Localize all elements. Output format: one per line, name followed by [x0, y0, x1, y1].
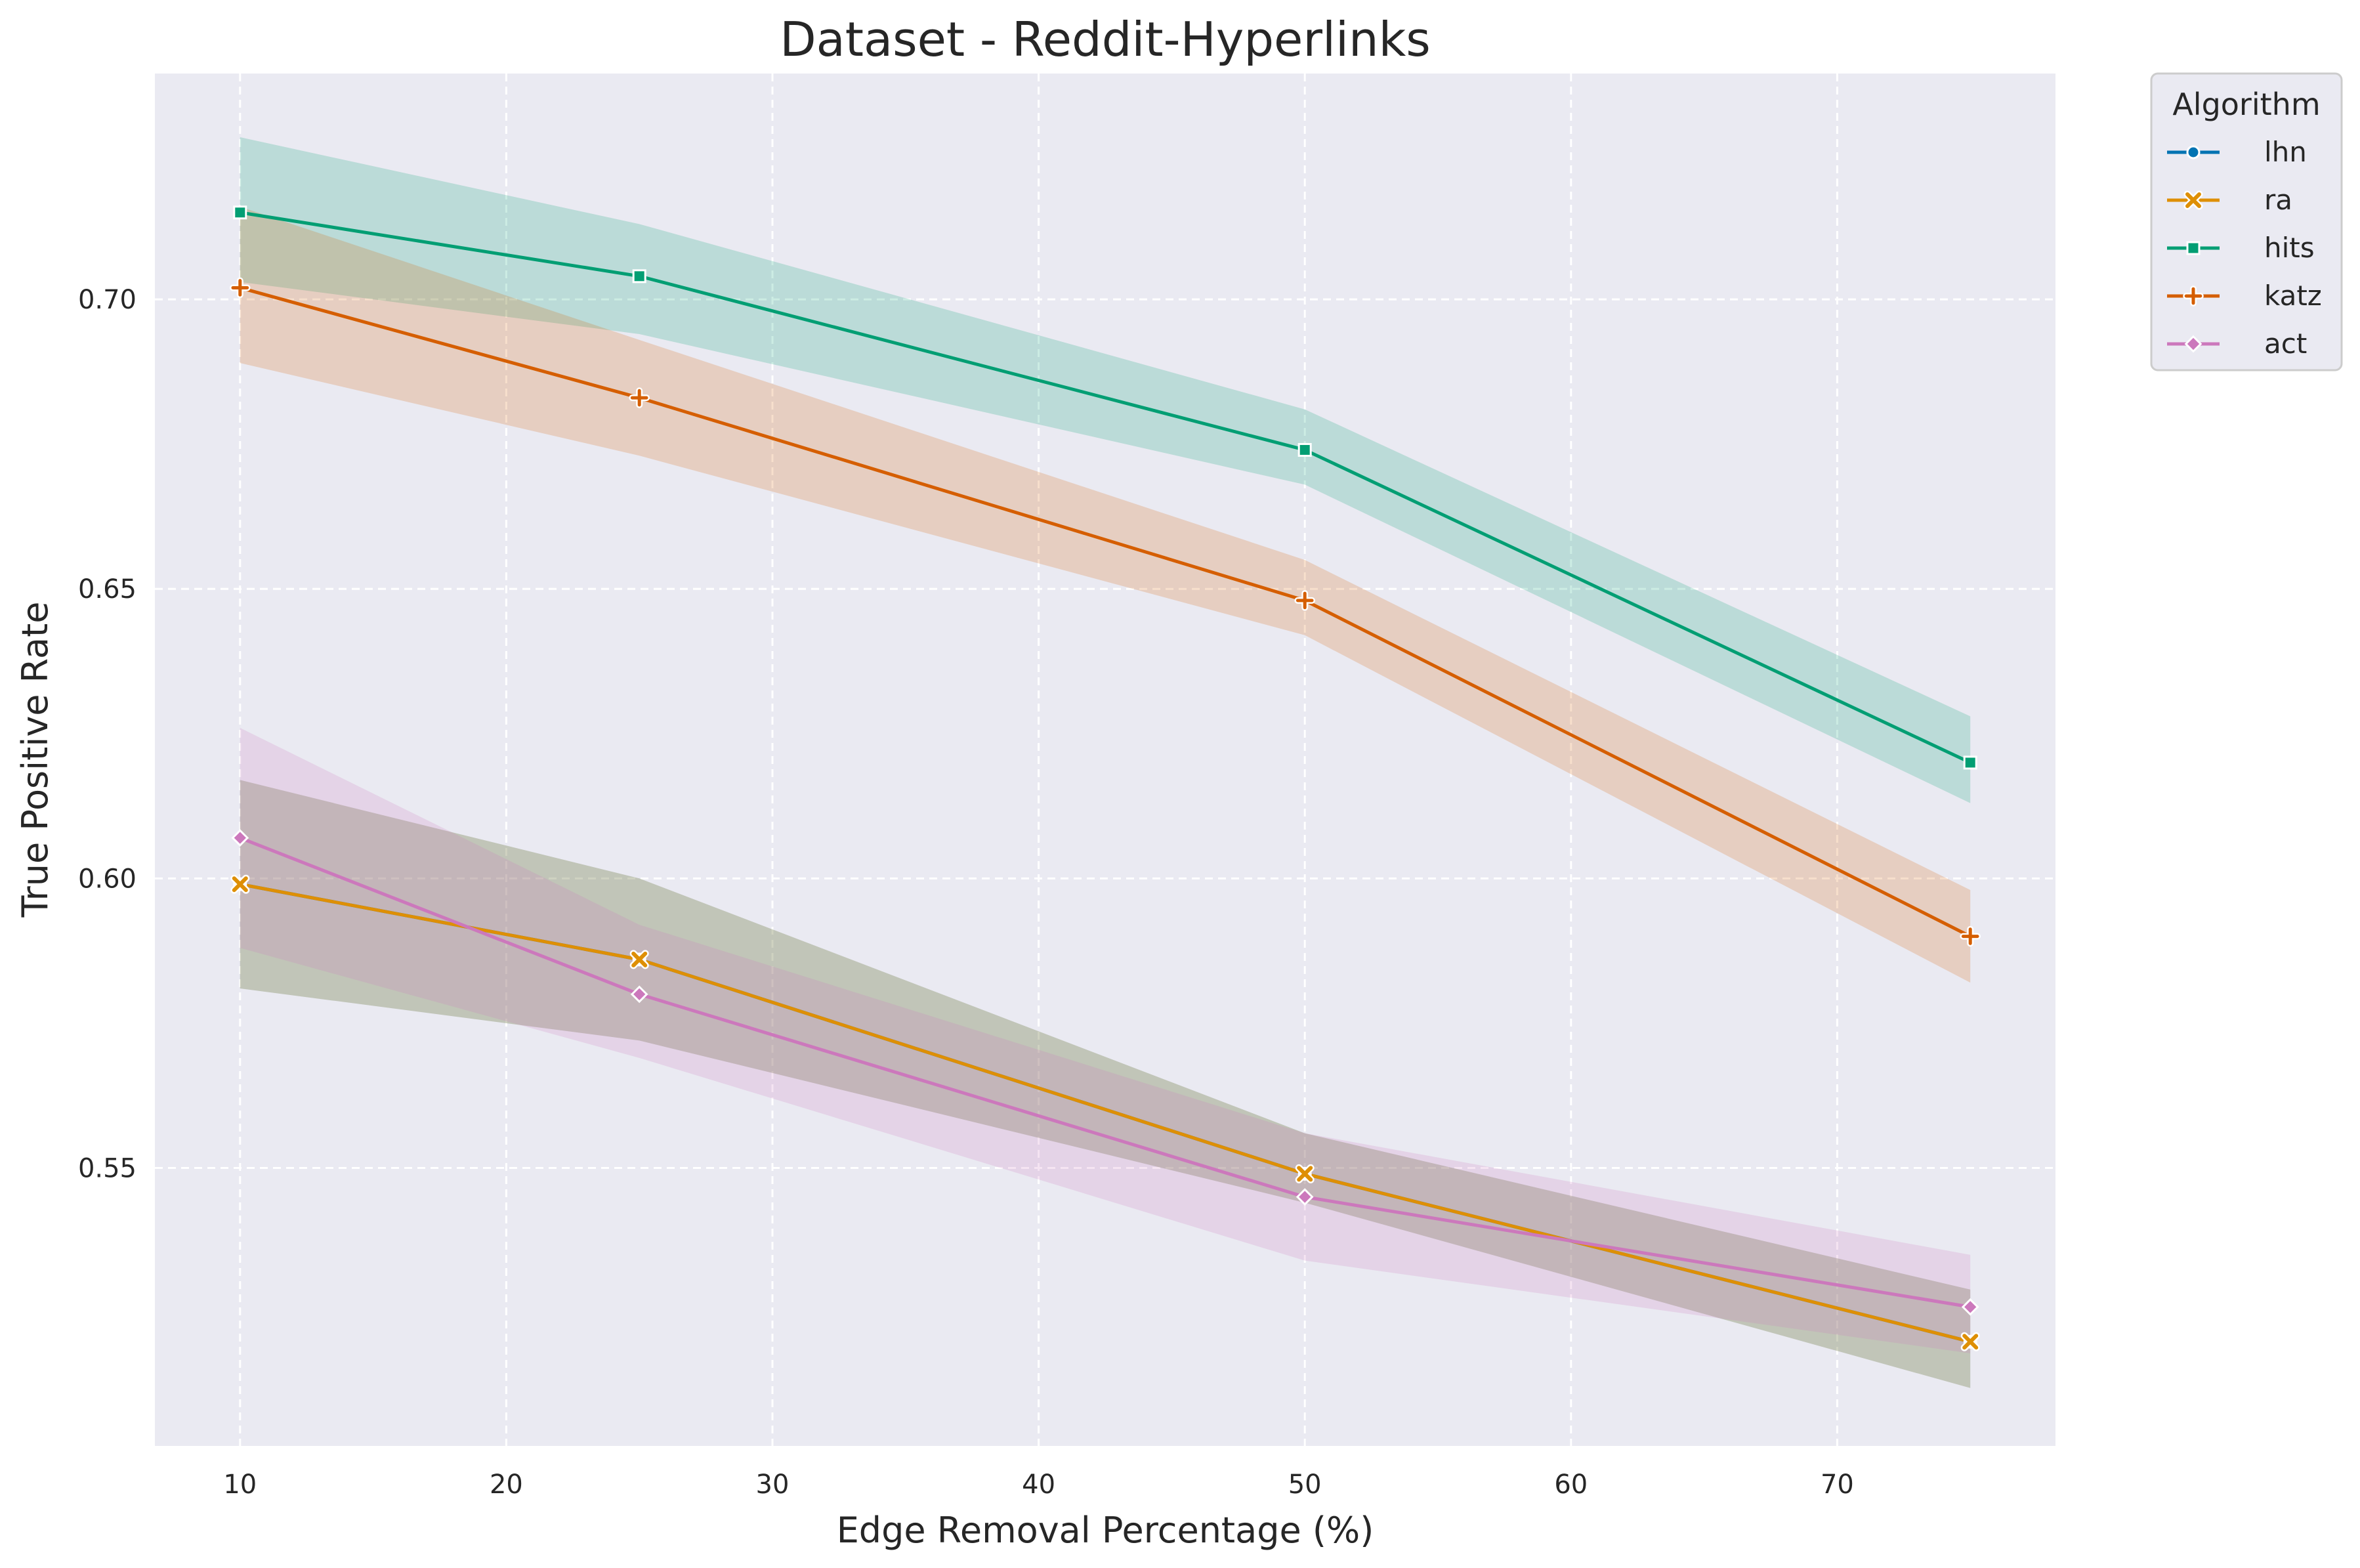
plot-area [155, 74, 2055, 1446]
x-marker [2183, 190, 2203, 210]
x-marker [230, 874, 250, 894]
diamond-marker [2184, 335, 2202, 353]
legend: Algorithm lhn ra hits katz act [2150, 72, 2343, 371]
legend-label-lhn: lhn [2264, 136, 2307, 168]
legend-label-katz: katz [2264, 280, 2322, 312]
x-marker-stroke [631, 951, 648, 967]
y-tick-label: 0.60 [78, 864, 137, 894]
x-tick-label: 20 [490, 1470, 523, 1500]
x-marker [1295, 1164, 1315, 1183]
plus-marker [629, 387, 650, 408]
confidence-band-act [240, 727, 1971, 1353]
x-marker-stroke [1962, 1334, 1979, 1350]
plus-marker-stroke [1961, 927, 1979, 945]
diamond-marker [1961, 1298, 1979, 1316]
legend-item-ra: ra [2167, 184, 2292, 216]
y-tick-labels: 0.55 0.60 0.65 0.70 [78, 285, 137, 1183]
legend-label-act: act [2264, 328, 2307, 360]
series-lines [239, 211, 1971, 1344]
confidence-band-katz [240, 206, 1971, 983]
diamond-marker [231, 829, 249, 847]
plus-marker [229, 277, 251, 299]
x-marker [629, 950, 649, 969]
x-tick-label: 40 [1022, 1470, 1055, 1500]
square-marker [233, 205, 247, 220]
y-tick-label: 0.65 [78, 574, 137, 604]
square-marker [1297, 442, 1312, 457]
grid-lines [155, 74, 2055, 1446]
confidence-band-hits [240, 137, 1971, 803]
legend-item-hits: hits [2167, 232, 2315, 264]
circle-marker [2186, 145, 2201, 159]
square-marker [1963, 755, 1977, 770]
series-markers [229, 205, 1981, 1351]
x-tick-label: 30 [756, 1470, 790, 1500]
x-tick-label: 60 [1554, 1470, 1588, 1500]
plus-marker-stroke [1296, 591, 1314, 610]
y-tick-label: 0.70 [78, 285, 137, 315]
diamond-marker [630, 985, 648, 1004]
diamond-marker [1296, 1188, 1314, 1206]
plus-marker-stroke [630, 389, 648, 407]
plus-marker-stroke [2184, 287, 2202, 305]
legend-label-hits: hits [2264, 232, 2315, 264]
legend-items: lhn ra hits katz act [2167, 136, 2322, 360]
series-line-katz [240, 286, 1971, 938]
chart-title: Dataset - Reddit-Hyperlinks [780, 12, 1431, 67]
plus-marker [1294, 590, 1315, 611]
square-marker [632, 269, 646, 284]
x-axis-title: Edge Removal Percentage (%) [837, 1510, 1374, 1551]
x-marker-stroke [2185, 192, 2201, 208]
x-marker-stroke [1297, 1166, 1313, 1182]
legend-title: Algorithm [2172, 87, 2320, 122]
square-marker [2186, 241, 2201, 255]
x-tick-label: 70 [1821, 1470, 1854, 1500]
x-tick-label: 50 [1288, 1470, 1322, 1500]
legend-item-katz: katz [2167, 280, 2322, 312]
x-marker-stroke [232, 876, 248, 893]
series-line-act [239, 836, 1971, 1309]
plus-marker-stroke [231, 279, 249, 297]
plus-marker [1960, 925, 1981, 947]
x-tick-label: 10 [223, 1470, 257, 1500]
x-marker [1960, 1332, 1980, 1351]
plus-marker [2183, 286, 2204, 307]
legend-item-act: act [2167, 328, 2307, 360]
series-line-ra [240, 882, 1971, 1344]
series-line-hits [240, 211, 1971, 765]
legend-item-lhn: lhn [2167, 136, 2307, 168]
y-tick-label: 0.55 [78, 1154, 137, 1184]
legend-label-ra: ra [2264, 184, 2292, 216]
x-tick-labels: 10 20 30 40 50 60 70 [223, 1470, 1854, 1500]
y-axis-title: True Positive Rate [14, 601, 56, 918]
